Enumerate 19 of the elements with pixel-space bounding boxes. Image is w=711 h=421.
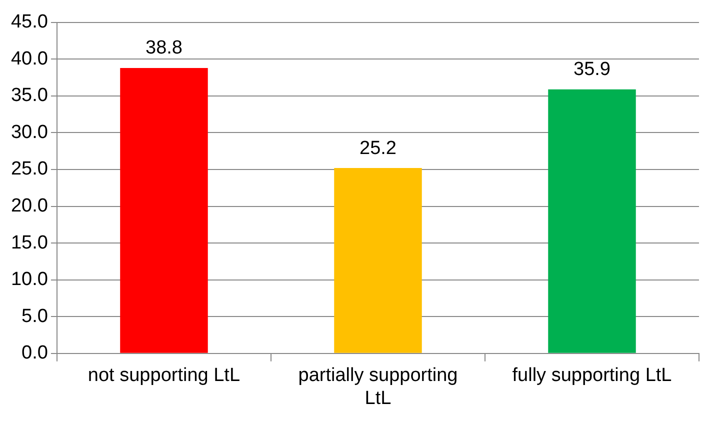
bar [120, 68, 208, 353]
data-label: 35.9 [574, 59, 610, 80]
bar [548, 89, 636, 353]
y-tick-label: 20.0 [10, 196, 48, 217]
y-tick-label: 5.0 [22, 306, 48, 327]
y-tick-label: 35.0 [10, 85, 48, 106]
x-tick-label: fully supporting LtL [512, 365, 672, 386]
y-tick-label: 15.0 [10, 232, 48, 254]
x-tick-label: partially supporting LtL [298, 365, 458, 409]
y-tick-label: 10.0 [10, 269, 48, 290]
y-tick-label: 25.0 [10, 158, 48, 180]
y-tick-label: 40.0 [10, 48, 48, 70]
data-label: 38.8 [145, 38, 182, 59]
bar [334, 168, 422, 353]
y-tick-label: 45.0 [10, 12, 48, 33]
y-tick-label: 0.0 [22, 342, 48, 364]
y-tick-label: 30.0 [10, 122, 48, 143]
data-label: 25.2 [360, 138, 396, 159]
x-tick-label: not supporting LtL [88, 365, 240, 386]
